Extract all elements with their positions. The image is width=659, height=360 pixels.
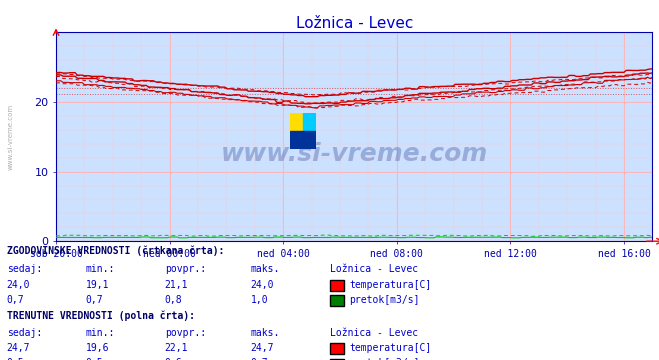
Text: 0,8: 0,8 <box>165 295 183 305</box>
Text: 24,7: 24,7 <box>7 343 30 353</box>
Bar <box>303 113 316 131</box>
Bar <box>290 131 316 149</box>
Text: 24,0: 24,0 <box>250 280 274 290</box>
Text: 24,7: 24,7 <box>250 343 274 353</box>
Text: 0,6: 0,6 <box>165 359 183 360</box>
Text: 19,6: 19,6 <box>86 343 109 353</box>
Text: 19,1: 19,1 <box>86 280 109 290</box>
Text: 24,0: 24,0 <box>7 280 30 290</box>
Text: ZGODOVINSKE VREDNOSTI (črtkana črta):: ZGODOVINSKE VREDNOSTI (črtkana črta): <box>7 245 224 256</box>
Text: sedaj:: sedaj: <box>7 328 42 338</box>
Text: min.:: min.: <box>86 328 115 338</box>
Text: temperatura[C]: temperatura[C] <box>349 343 432 353</box>
Text: temperatura[C]: temperatura[C] <box>349 280 432 290</box>
Text: maks.: maks. <box>250 264 280 274</box>
Text: Ložnica - Levec: Ložnica - Levec <box>330 328 418 338</box>
Text: 0,5: 0,5 <box>7 359 24 360</box>
Title: Ložnica - Levec: Ložnica - Levec <box>295 16 413 31</box>
Text: 1,0: 1,0 <box>250 295 268 305</box>
Text: 21,1: 21,1 <box>165 280 188 290</box>
Bar <box>290 113 303 131</box>
Text: www.si-vreme.com: www.si-vreme.com <box>221 141 488 166</box>
Text: pretok[m3/s]: pretok[m3/s] <box>349 359 420 360</box>
Text: www.si-vreme.com: www.si-vreme.com <box>8 104 14 170</box>
Text: 0,7: 0,7 <box>7 295 24 305</box>
Text: povpr.:: povpr.: <box>165 264 206 274</box>
Text: TRENUTNE VREDNOSTI (polna črta):: TRENUTNE VREDNOSTI (polna črta): <box>7 310 194 321</box>
Text: 22,1: 22,1 <box>165 343 188 353</box>
Text: pretok[m3/s]: pretok[m3/s] <box>349 295 420 305</box>
Text: Ložnica - Levec: Ložnica - Levec <box>330 264 418 274</box>
Text: 0,5: 0,5 <box>86 359 103 360</box>
Text: min.:: min.: <box>86 264 115 274</box>
Text: povpr.:: povpr.: <box>165 328 206 338</box>
Text: sedaj:: sedaj: <box>7 264 42 274</box>
Text: 0,7: 0,7 <box>86 295 103 305</box>
Text: 0,7: 0,7 <box>250 359 268 360</box>
Text: maks.: maks. <box>250 328 280 338</box>
